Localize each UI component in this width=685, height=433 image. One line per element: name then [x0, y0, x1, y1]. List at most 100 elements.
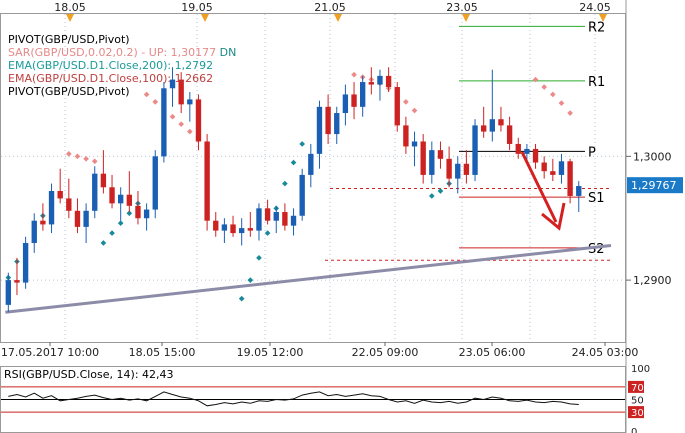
- current-price-tag: [627, 177, 683, 194]
- candle-body: [359, 82, 366, 107]
- pivot-label-r1: R1: [588, 75, 605, 90]
- period-marker-icon: [66, 14, 74, 22]
- candle-body: [308, 153, 314, 175]
- candle-body: [351, 94, 357, 107]
- candle-body: [342, 94, 349, 114]
- top-date-label: 23.05: [446, 1, 478, 14]
- candle-body: [558, 161, 565, 175]
- candle-body: [74, 210, 81, 227]
- legend-entry-text: PIVOT(GBP/USD,Pivot): [8, 85, 130, 98]
- rsi-level-label: 30: [631, 408, 644, 419]
- rsi-level-tag: [628, 406, 644, 419]
- time-tick-label: 22.05 09:00: [352, 346, 419, 359]
- legend-entry: PIVOT(GBP/USD,Pivot): [8, 85, 130, 98]
- legend-entry-text: EMA(GBP/USD.D1.Close,100): 1,2662: [8, 72, 213, 85]
- sar-dn-dot: [100, 240, 107, 246]
- candle-body: [316, 106, 323, 154]
- pivot-label-r2: R2: [588, 20, 605, 35]
- top-date-label: 19.05: [181, 1, 213, 14]
- legend-entry-text: SAR(GBP/USD,0.02,0.2) - UP: 1,30177: [8, 46, 216, 59]
- candle-body: [152, 156, 158, 210]
- candle-body: [100, 173, 107, 188]
- legend-entry-text: DN: [216, 46, 236, 59]
- candle-body: [5, 280, 12, 305]
- candle-body: [541, 162, 547, 172]
- candle-body: [14, 280, 20, 283]
- time-tick-label: 18.05 15:00: [129, 346, 196, 359]
- candle-body: [480, 125, 487, 132]
- rsi-level-label: 0: [631, 427, 637, 433]
- candle-body: [368, 82, 375, 85]
- candle-body: [204, 141, 210, 221]
- time-tick-label: 23.05 06:00: [459, 346, 526, 359]
- price-axis: 1,3000 1,2900 1,29767: [626, 150, 683, 287]
- candle-body: [299, 174, 305, 216]
- candle-body: [489, 119, 496, 132]
- period-marker-icon: [462, 14, 470, 22]
- candle-body: [576, 186, 582, 196]
- sar-up-dot: [549, 91, 556, 98]
- top-date-label: 18.05: [54, 1, 86, 14]
- legend: PIVOT(GBP/USD,Pivot) SAR(GBP/USD,0.02,0.2…: [8, 33, 236, 98]
- sar-up-dot: [541, 84, 548, 90]
- candle-body: [126, 194, 133, 206]
- candle-body: [455, 163, 461, 179]
- period-marker-icon: [201, 14, 209, 22]
- forecast-arrow-head: [541, 202, 566, 231]
- price-tick-label: 1,3000: [633, 150, 672, 163]
- candle-body: [66, 198, 72, 211]
- sar-up-dot: [558, 100, 565, 106]
- period-marker-icon: [334, 14, 342, 22]
- legend-entry: EMA(GBP/USD.D1.Close,100): 1,2662: [8, 72, 213, 85]
- legend-entry: EMA(GBP/USD.D1.Close,200): 1,2792: [8, 59, 213, 72]
- current-price-label: 1,29767: [631, 179, 677, 192]
- sar-up-dot: [186, 128, 193, 135]
- legend-entry-text: EMA(GBP/USD.D1.Close,200): 1,2792: [8, 59, 213, 72]
- candle-body: [506, 125, 513, 144]
- candle-body: [169, 79, 176, 89]
- sar-up-dot: [74, 153, 81, 160]
- candle-body: [22, 242, 29, 283]
- rsi-level-label: 100: [631, 364, 650, 375]
- rsi-level-label: 70: [631, 383, 644, 394]
- candle-body: [550, 171, 556, 175]
- candle-body: [117, 194, 124, 204]
- top-date-label: 21.05: [314, 1, 346, 14]
- candle-body: [40, 220, 46, 225]
- period-marker-icon: [599, 14, 607, 22]
- candle-body: [420, 141, 426, 175]
- sar-up-dot: [91, 158, 98, 165]
- pivot-label-p: P: [588, 145, 596, 160]
- candle-body: [429, 150, 435, 175]
- sar-up-dot: [143, 91, 150, 98]
- trendline-layer: [5, 243, 612, 314]
- candle-body: [83, 210, 89, 227]
- candle-body: [31, 220, 37, 243]
- rsi-line: [8, 391, 579, 407]
- candle-body: [221, 224, 228, 231]
- sar-up-dot: [411, 107, 418, 114]
- candle-body: [385, 75, 392, 88]
- candle-body: [567, 161, 573, 196]
- candles: [5, 67, 582, 313]
- candle-body: [161, 88, 167, 157]
- time-axis: 17.05.2017 10:00 18.05 15:00 19.05 12:00 22…: [1, 342, 638, 359]
- candle-body: [187, 99, 193, 105]
- candle-body: [515, 143, 521, 154]
- sar-up-dot: [403, 99, 409, 105]
- sar-dn-dot: [247, 277, 254, 283]
- time-tick-label: 17.05.2017 10:00: [1, 346, 99, 359]
- candle-body: [238, 228, 245, 234]
- rsi-level-tag: [628, 380, 644, 393]
- candle-body: [178, 79, 184, 105]
- sar-up-dot: [152, 99, 159, 105]
- candle-body: [143, 209, 150, 219]
- sar-up-dot: [178, 121, 185, 127]
- pivot-label-s1: S1: [588, 191, 605, 206]
- candle-body: [524, 148, 530, 154]
- candle-body: [256, 208, 262, 231]
- sar-up-dot: [83, 155, 89, 162]
- sar-dn-dot: [238, 295, 245, 302]
- sar-dn-dot: [428, 193, 435, 199]
